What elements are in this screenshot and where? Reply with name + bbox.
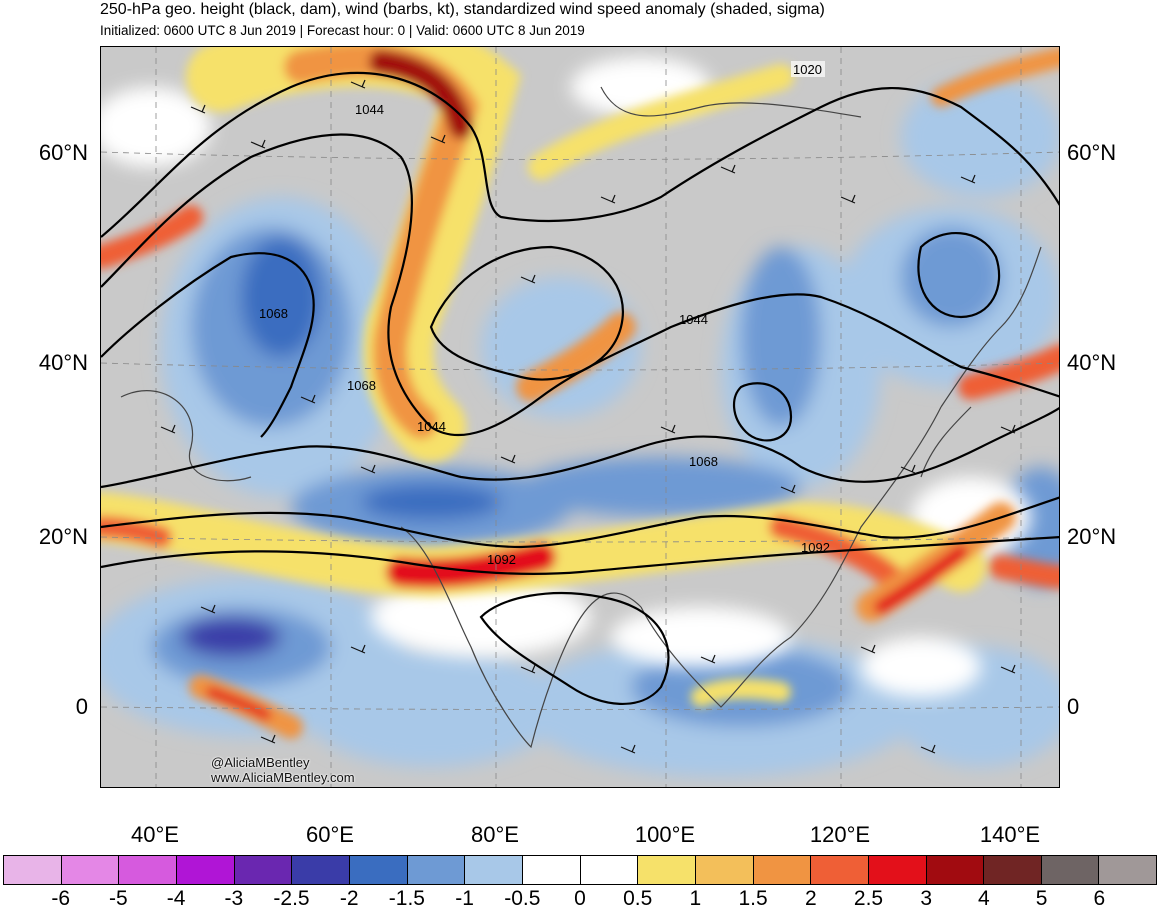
colorbar-swatch [61, 856, 120, 884]
colorbar-swatch [522, 856, 581, 884]
colorbar-swatch [984, 856, 1042, 884]
colorbar-tick-label: 5 [1035, 887, 1048, 910]
contour-label: 1044 [355, 102, 384, 117]
colorbar-tick-label: -1.5 [388, 887, 425, 910]
map-panel: 1020 1044 1068 1068 1044 1044 1068 1092 … [100, 46, 1060, 788]
colorbar-tick-label: -2.5 [273, 887, 310, 910]
lon-label: 40°E [131, 822, 179, 847]
figure-subtitle: Initialized: 0600 UTC 8 Jun 2019 | Forec… [100, 23, 585, 38]
colorbar-swatch [868, 856, 927, 884]
colorbar-swatch [580, 856, 639, 884]
colorbar-swatch [407, 856, 466, 884]
contour-label: 1092 [801, 540, 830, 555]
lat-label-right: 0 [1067, 694, 1080, 719]
colorbar-tick-label: -4 [166, 887, 186, 910]
figure-title: 250-hPa geo. height (black, dam), wind (… [100, 1, 825, 18]
contour-label: 1092 [487, 552, 516, 567]
colorbar-swatch [638, 856, 696, 884]
coastlines [120, 86, 1042, 749]
colorbar-tick-label: 0.5 [623, 887, 653, 910]
colorbar-swatch [349, 856, 408, 884]
colorbar-swatch [926, 856, 985, 884]
lat-label-left: 0 [75, 694, 88, 719]
colorbar [3, 855, 1157, 885]
contour-label-group: 1020 1044 1068 1068 1044 1044 1068 1092 … [259, 61, 830, 567]
lon-label: 60°E [306, 822, 354, 847]
lat-label-right: 20°N [1067, 524, 1117, 549]
contour-label: 1068 [347, 378, 376, 393]
colorbar-swatch [465, 856, 523, 884]
colorbar-swatch [811, 856, 869, 884]
lon-label: 100°E [634, 822, 696, 847]
lat-label-right: 60°N [1067, 140, 1117, 165]
colorbar-tick-label: 2 [804, 887, 817, 910]
colorbar-tick-label: 2.5 [853, 887, 884, 910]
lat-label-left: 20°N [38, 524, 88, 549]
credit-handle: @AliciaMBentley [211, 755, 310, 770]
lon-label: 140°E [979, 822, 1041, 847]
contour-label: 1044 [417, 419, 446, 434]
colorbar-tick-label: -2 [339, 887, 359, 910]
colorbar-tick-label: -1 [455, 887, 474, 910]
colorbar-swatch [1041, 856, 1100, 884]
credit-site: www.AliciaMBentley.com [211, 770, 355, 785]
contour-label: 1068 [689, 454, 718, 469]
colorbar-swatch [292, 856, 350, 884]
colorbar-tick-label: -3 [224, 887, 244, 910]
map-graphic: 1020 1044 1068 1068 1044 1044 1068 1092 … [101, 47, 1059, 787]
lat-label-left: 60°N [38, 140, 88, 165]
colorbar-tick-label: 6 [1093, 887, 1106, 910]
colorbar-tick-label: -0.5 [504, 887, 541, 910]
colorbar-swatch [1099, 856, 1157, 884]
lat-label-right: 40°N [1067, 350, 1117, 375]
colorbar-tick-label: 4 [978, 887, 990, 910]
colorbar-swatch [119, 856, 177, 884]
colorbar-tick-label: 1.5 [738, 887, 768, 910]
graticule [101, 47, 1059, 787]
contour-label: 1044 [679, 312, 708, 327]
colorbar-swatch [176, 856, 235, 884]
lon-label: 80°E [471, 822, 519, 847]
colorbar-tick-label: 1 [689, 887, 702, 910]
colorbar-tick-label: 3 [920, 887, 933, 910]
height-contours [101, 71, 1059, 706]
lon-label: 120°E [809, 822, 871, 847]
colorbar-tick-label: 0 [574, 887, 586, 910]
colorbar-tick-label: -5 [109, 887, 128, 910]
colorbar-tick-label: -6 [51, 887, 71, 910]
colorbar-swatch [695, 856, 754, 884]
contour-label: 1020 [793, 62, 822, 77]
wind-barbs [160, 79, 1016, 754]
colorbar-swatch [4, 856, 62, 884]
colorbar-swatch [234, 856, 293, 884]
colorbar-swatch [753, 856, 812, 884]
contour-label: 1068 [259, 306, 288, 321]
lat-label-left: 40°N [38, 350, 88, 375]
